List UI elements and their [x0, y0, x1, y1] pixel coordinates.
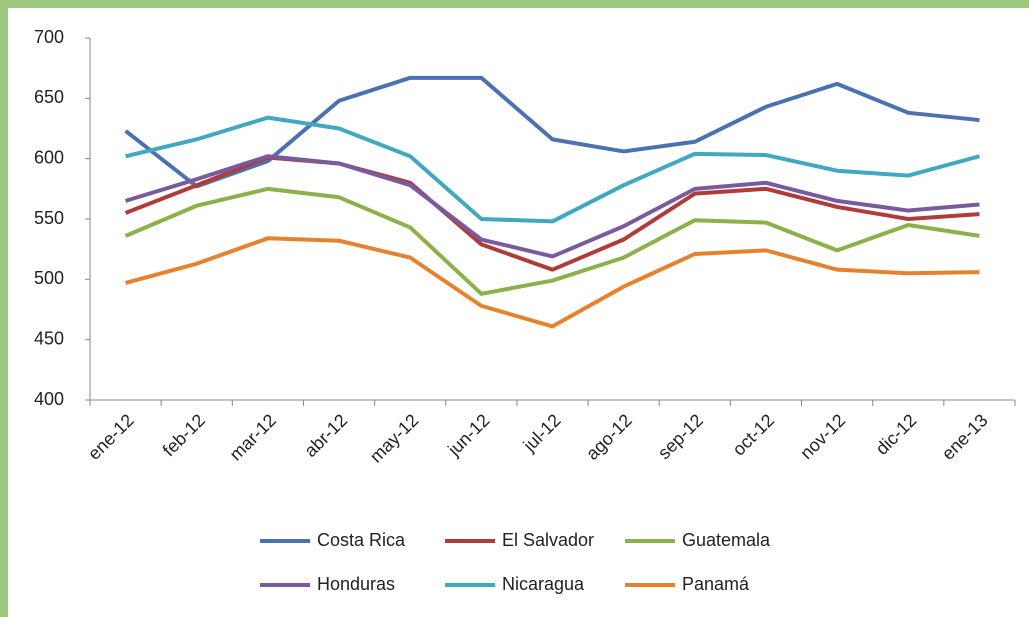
y-tick-label: 600: [34, 147, 64, 167]
series-line: [125, 115, 980, 224]
y-tick-label: 700: [34, 27, 64, 47]
legend-label: Guatemala: [682, 530, 771, 550]
series-line: [125, 236, 980, 329]
legend-label: Nicaragua: [502, 574, 585, 594]
series-line: [124, 75, 980, 189]
y-tick-label: 400: [34, 389, 64, 409]
series-line: [124, 186, 980, 296]
legend-label: Costa Rica: [317, 530, 406, 550]
legend-label: El Salvador: [502, 530, 594, 550]
series-line: [124, 154, 980, 259]
y-tick-label: 650: [34, 87, 64, 107]
legend-label: Panamá: [682, 574, 750, 594]
y-tick-label: 450: [34, 328, 64, 348]
y-tick-label: 500: [34, 268, 64, 288]
y-tick-label: 550: [34, 208, 64, 228]
legend-label: Honduras: [317, 574, 395, 594]
